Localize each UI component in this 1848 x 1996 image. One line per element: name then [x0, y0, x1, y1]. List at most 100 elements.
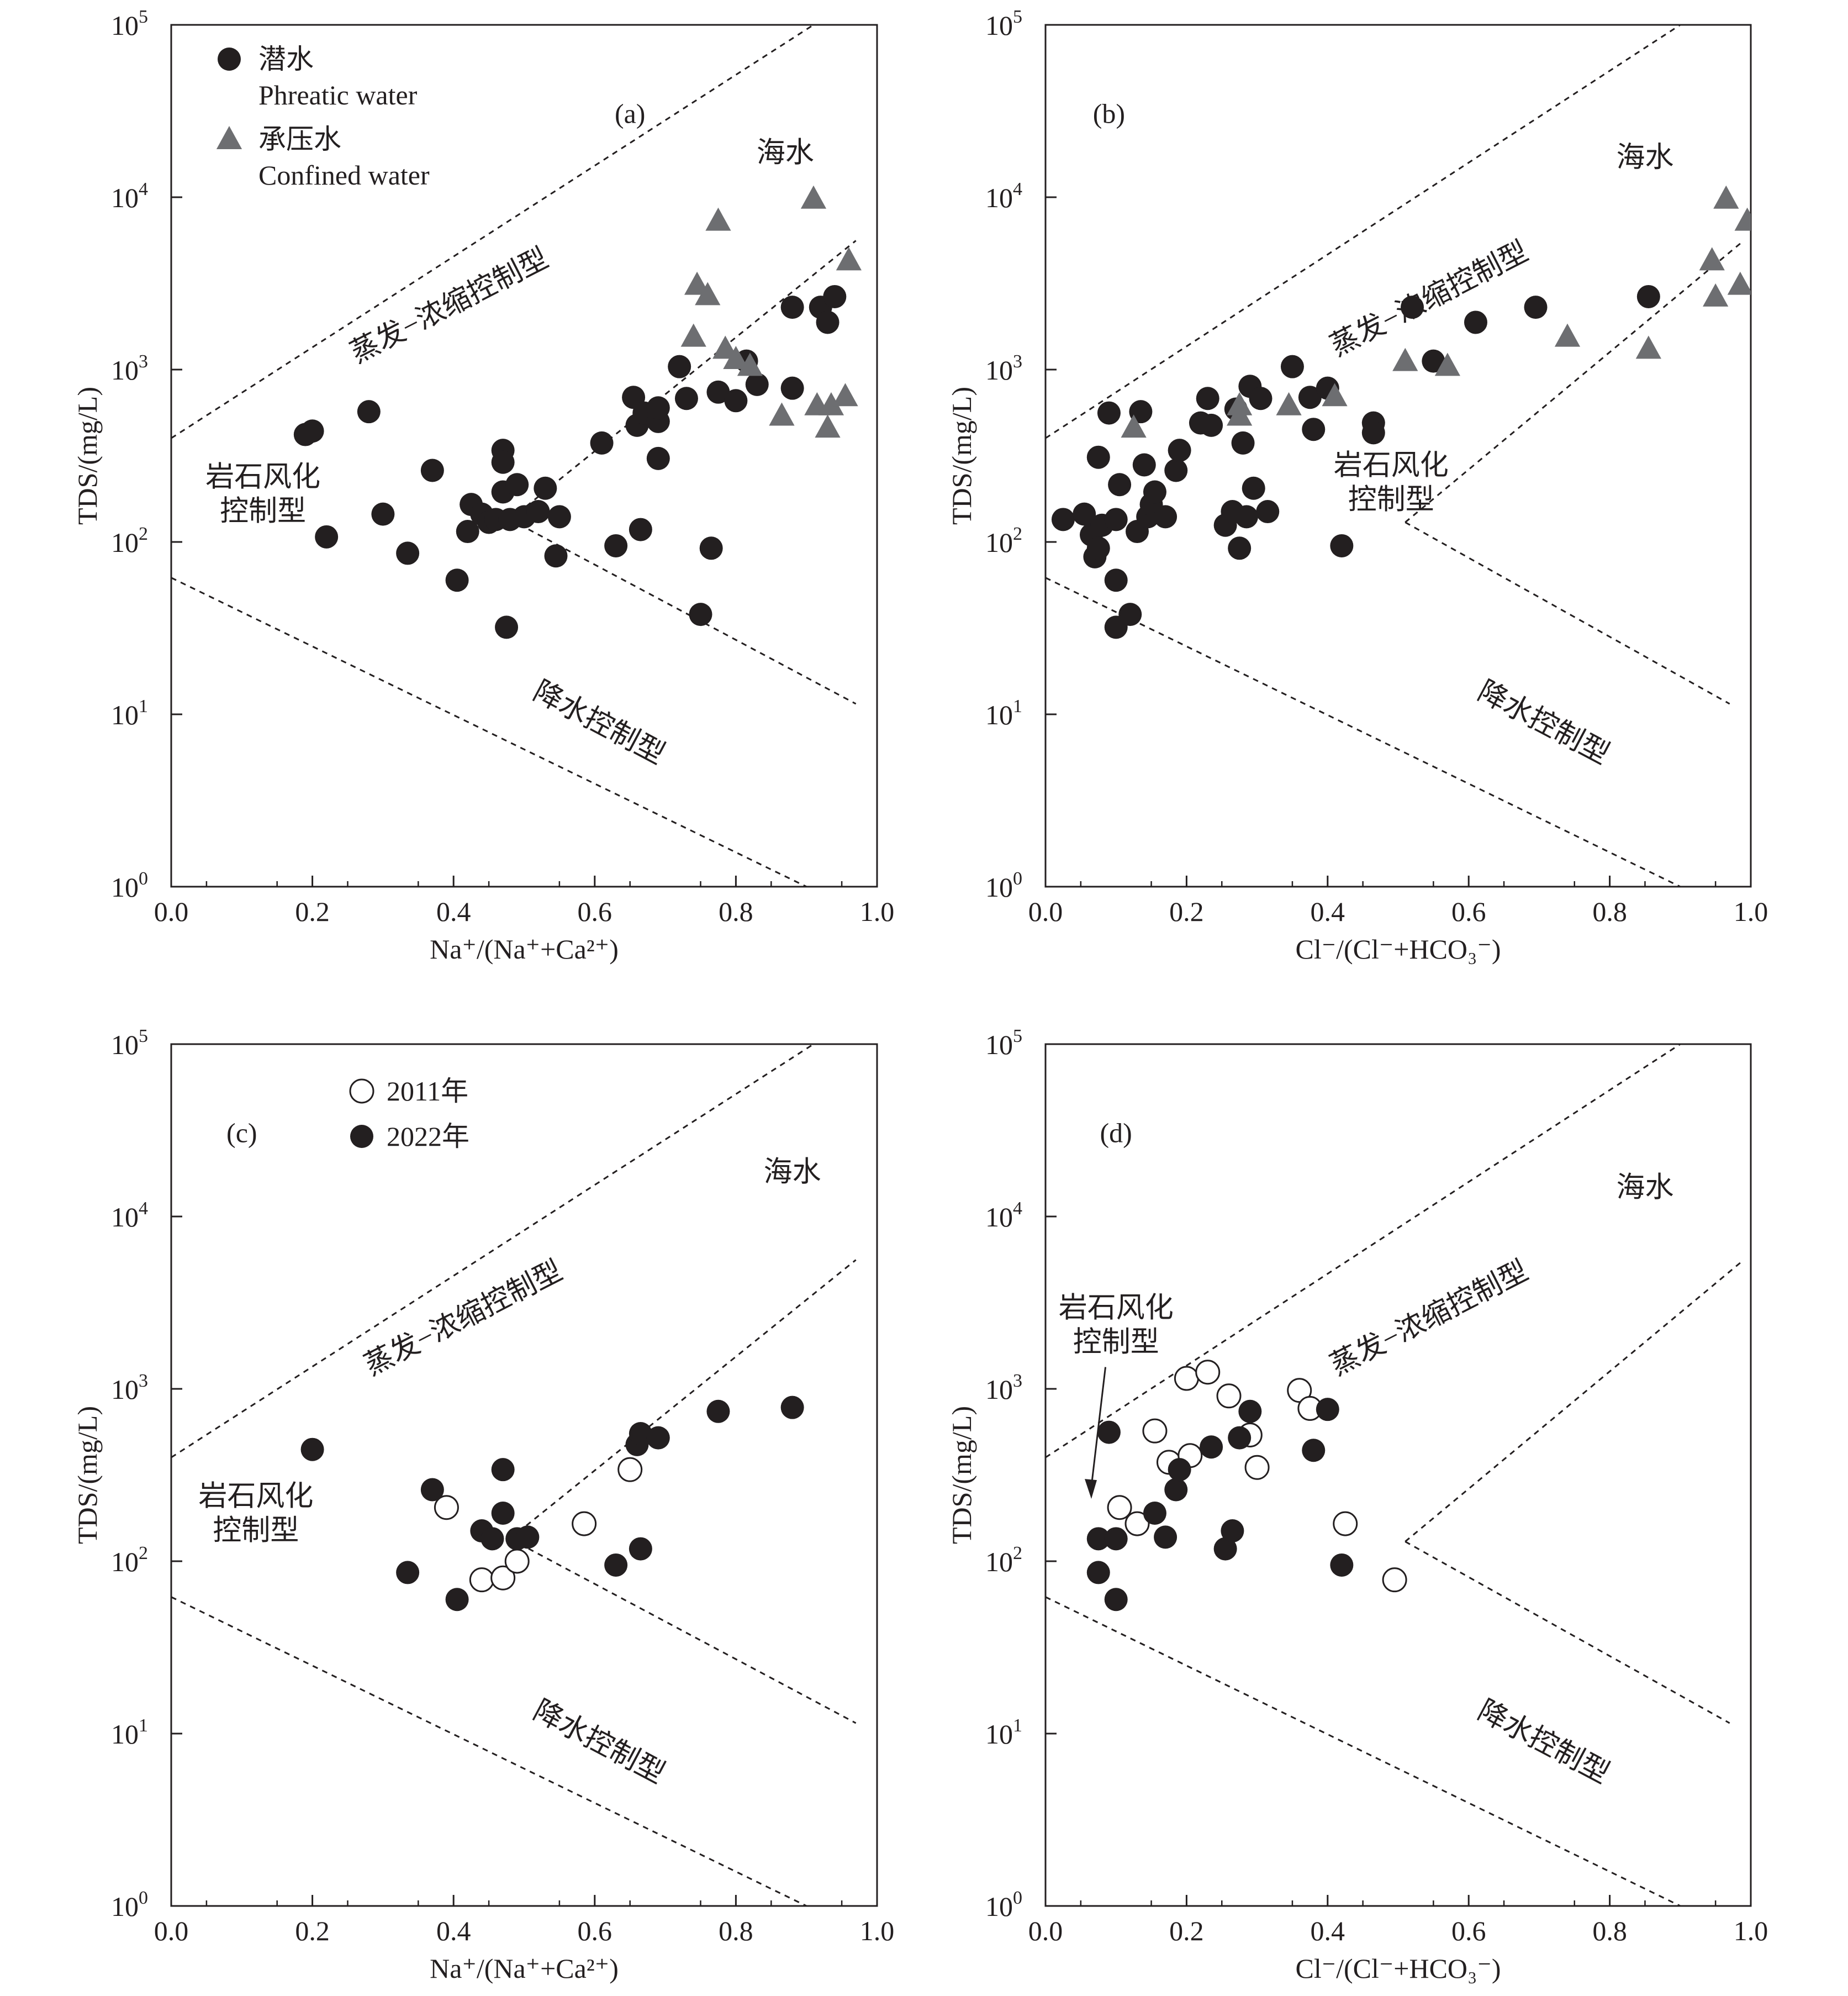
data-point: [1280, 355, 1304, 378]
legend-marker: [350, 1125, 373, 1148]
data-point: [1097, 401, 1121, 425]
data-point: [1361, 421, 1385, 445]
data-point: [818, 392, 844, 415]
x-tick-label: 0.0: [1028, 1915, 1063, 1946]
plot-frame: [170, 1043, 878, 1907]
y-axis-label: TDS/(mg/L): [72, 387, 103, 525]
data-point: [1216, 1383, 1242, 1409]
data-point: [1524, 296, 1548, 319]
data-point: [1276, 392, 1302, 415]
y-tick-label: 101: [111, 1715, 148, 1750]
gibbs-boundary-line: [1046, 25, 1681, 439]
region-label-precipitation: 降水控制型: [528, 675, 669, 770]
panel-c: 0.0 0.2 0.4 0.6 0.8 1.0 100 101 102 103 104 105 Na⁺/…: [72, 1026, 894, 1984]
region-label-rock-weathering: 岩石风化: [198, 1481, 313, 1512]
data-point: [604, 1553, 628, 1577]
data-point: [505, 473, 529, 497]
data-point: [1174, 1366, 1199, 1391]
legend-label-cn: 潜水: [258, 44, 314, 75]
data-point: [1699, 247, 1725, 271]
region-label-evaporation: 蒸发−浓缩控制型: [1326, 1255, 1533, 1382]
data-point: [300, 1437, 324, 1461]
x-tick-label: 0.8: [719, 896, 753, 927]
data-point: [1635, 335, 1661, 359]
y-tick-label: 103: [111, 351, 148, 386]
data-point: [491, 1502, 515, 1525]
y-tick-label: 100: [111, 868, 148, 903]
data-point: [769, 402, 795, 426]
legend-label-en: Confined water: [258, 160, 430, 191]
data-point: [668, 355, 691, 378]
x-axis-label: Na⁺/(Na⁺+Ca²⁺): [430, 934, 619, 965]
data-point: [646, 446, 670, 470]
y-tick-label: 101: [111, 696, 148, 730]
data-point: [495, 615, 519, 639]
gibbs-boundary-line: [1046, 1044, 1681, 1458]
y-tick-label: 104: [985, 1198, 1022, 1233]
data-point: [1727, 271, 1751, 295]
data-point: [357, 400, 381, 424]
data-point: [1073, 502, 1096, 526]
y-tick-label: 103: [985, 351, 1022, 386]
data-point: [1086, 445, 1110, 469]
x-tick-label: 0.0: [154, 896, 189, 927]
data-point: [1322, 383, 1348, 407]
data-point: [815, 414, 841, 438]
data-point: [1132, 453, 1156, 477]
data-point: [1154, 505, 1178, 529]
x-tick-label: 1.0: [860, 1915, 895, 1946]
data-point: [1143, 1502, 1166, 1525]
data-point: [695, 282, 721, 306]
gibbs-boundary-line: [509, 240, 857, 520]
data-point: [1086, 536, 1110, 560]
gibbs-boundary-line: [171, 1044, 814, 1458]
data-point: [516, 1525, 540, 1549]
data-point: [604, 534, 628, 557]
x-tick-label: 0.0: [154, 1915, 189, 1946]
data-point: [724, 389, 748, 413]
data-point: [646, 1426, 670, 1450]
data-point: [617, 1457, 643, 1482]
x-tick-label: 0.6: [578, 1915, 613, 1946]
y-tick-label: 101: [985, 696, 1022, 730]
gibbs-boundary-line: [171, 577, 807, 887]
data-point: [1422, 349, 1445, 373]
region-label-precipitation: 降水控制型: [528, 1694, 669, 1789]
data-point: [737, 352, 763, 376]
data-point: [420, 1478, 444, 1502]
data-point: [1234, 505, 1258, 529]
data-point: [1164, 1478, 1188, 1502]
data-point: [1392, 347, 1418, 371]
panel-label: (d): [1100, 1117, 1132, 1148]
data-point: [1195, 1360, 1221, 1385]
y-axis-label: TDS/(mg/L): [72, 1406, 103, 1544]
x-tick-label: 0.6: [1451, 1915, 1486, 1946]
data-point: [1104, 1527, 1128, 1551]
data-point: [1086, 1561, 1110, 1584]
annotation-arrow: [1090, 1367, 1107, 1487]
gibbs-boundary-line: [1405, 522, 1730, 705]
panel-b: 0.0 0.2 0.4 0.6 0.8 1.0 100 101 102 103 104 105 Cl⁻/…: [946, 7, 1768, 965]
data-point: [1382, 1567, 1407, 1593]
data-point: [1108, 473, 1132, 497]
data-point: [1097, 1420, 1121, 1444]
data-point: [1256, 500, 1280, 524]
data-point: [1464, 310, 1487, 334]
data-point: [547, 505, 571, 529]
y-tick-label: 104: [111, 1198, 148, 1233]
data-point: [1249, 387, 1273, 410]
data-point: [1316, 1398, 1339, 1421]
x-tick-label: 0.8: [1592, 896, 1627, 927]
data-point: [1142, 1418, 1168, 1444]
y-tick-label: 102: [985, 524, 1022, 558]
data-point: [745, 372, 769, 396]
plot-frame: [1044, 1043, 1752, 1907]
data-point: [469, 1567, 494, 1593]
data-point: [836, 247, 862, 271]
data-point: [646, 396, 670, 420]
data-point: [1302, 1439, 1326, 1462]
data-point: [396, 1561, 420, 1584]
region-label-rock-weathering: 岩石风化: [205, 461, 320, 493]
plot-frame: [1044, 24, 1752, 888]
x-tick-label: 0.6: [578, 896, 613, 927]
